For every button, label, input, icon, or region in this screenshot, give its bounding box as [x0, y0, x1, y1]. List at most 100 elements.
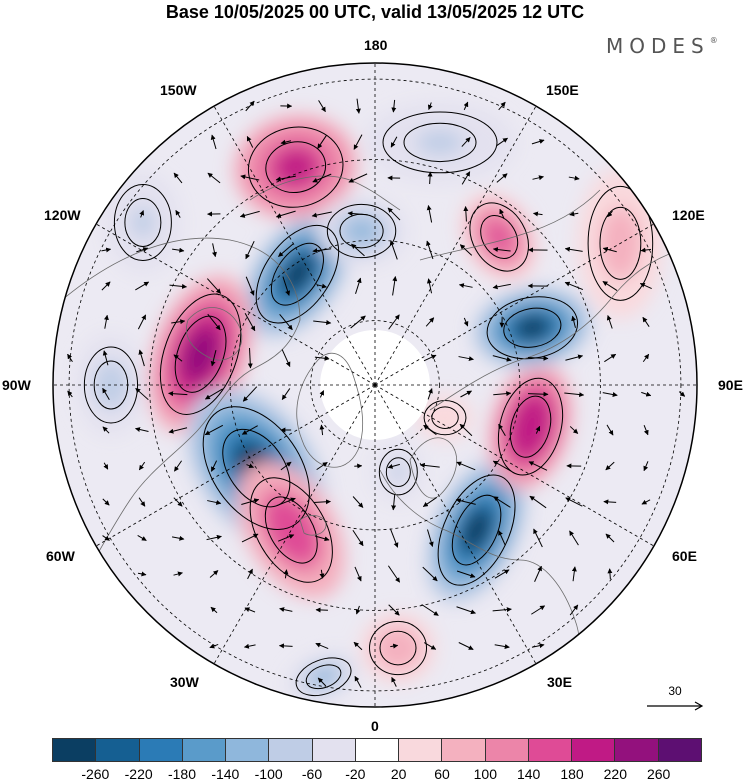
graticule: [53, 63, 697, 707]
wind-arrow: [527, 391, 549, 397]
wind-arrow: [391, 494, 397, 511]
wind-arrow: [535, 425, 541, 434]
wind-arrow: [240, 174, 260, 181]
wind-arrow: [278, 534, 295, 542]
anomaly-level: [275, 150, 316, 185]
contour-line: [369, 620, 428, 676]
wind-arrow: [241, 425, 258, 435]
colorbar-tick-label: 180: [560, 766, 584, 782]
wind-arrow: [458, 642, 474, 650]
contour-line: [326, 203, 397, 259]
wind-arrow: [427, 102, 433, 110]
wind-arrow: [281, 388, 291, 400]
wind-arrow: [355, 605, 361, 615]
lon-label-90e: 90E: [718, 377, 743, 393]
wind-arrow: [387, 463, 400, 469]
contour-line: [431, 406, 459, 429]
colorbar-tick-label: -100: [254, 766, 283, 782]
wind-arrow: [528, 355, 549, 361]
wind-arrow: [494, 644, 510, 649]
colorbar-tick-label: 100: [473, 766, 498, 782]
wind-arrow: [207, 500, 222, 505]
wind-arrow: [102, 498, 110, 506]
wind-arrow: [460, 390, 472, 398]
wind-arrow: [245, 240, 255, 260]
coast-scandinavia: [409, 437, 457, 499]
wind-arrow: [604, 353, 617, 363]
contour-line: [159, 293, 242, 415]
coast-north-america: [61, 237, 301, 581]
wind-arrow: [279, 313, 293, 331]
wind-arrow: [532, 175, 544, 181]
wind-arrow: [422, 497, 437, 507]
wind-arrow: [173, 172, 183, 184]
wind-arrow: [137, 571, 147, 577]
wind-arrow: [317, 135, 327, 149]
map-title: Base 10/05/2025 00 UTC, valid 13/05/2025…: [165, 2, 585, 22]
wind-arrow: [456, 461, 476, 471]
map-disc: [53, 63, 697, 707]
reference-vector-label: 30: [668, 684, 682, 698]
anomaly-150w: [243, 210, 352, 339]
colorbar-swatch: [139, 739, 183, 761]
wind-arrow: [102, 535, 110, 541]
wind-arrow: [168, 427, 188, 434]
wind-arrow: [605, 461, 615, 471]
wind-arrow: [354, 566, 362, 582]
wind-arrow: [602, 246, 617, 253]
wind-arrow: [137, 314, 147, 330]
wind-arrow: [425, 317, 435, 327]
colorbar-tick-label: 220: [603, 766, 628, 782]
wind-arrow: [639, 282, 652, 290]
contour-line: [174, 315, 227, 393]
colorbar-tick-label: 60: [434, 766, 450, 782]
wind-arrow: [316, 461, 328, 471]
wind-arrow: [529, 495, 547, 509]
wind-arrow: [354, 675, 362, 688]
wind-arrow: [390, 136, 398, 148]
contour-line: [509, 395, 552, 458]
wind-arrow: [319, 569, 325, 579]
wind-arrow: [565, 497, 583, 507]
wind-arrow: [423, 642, 437, 650]
wind-arrow: [569, 530, 579, 546]
wind-arrow: [245, 100, 255, 112]
wind-arrow: [492, 355, 512, 362]
wind-arrow: [564, 281, 584, 291]
lon-label-60w: 60W: [46, 548, 75, 564]
wind-arrow: [243, 643, 256, 649]
colorbar-swatch: [312, 739, 356, 761]
colorbar-swatch: [269, 739, 313, 761]
contour-line: [382, 111, 498, 174]
colorbar-tick-label: -140: [211, 766, 240, 782]
colorbar-tick-label: 20: [390, 766, 407, 782]
wind-arrow: [606, 424, 614, 436]
anomaly-level: [130, 206, 155, 239]
wind-arrow: [280, 461, 292, 471]
wind-arrow: [352, 530, 364, 547]
wind-arrow: [461, 171, 471, 185]
anomaly-level: [390, 462, 407, 482]
wind-arrow: [493, 496, 511, 508]
wind-arrow: [602, 281, 618, 291]
wind-arrow: [492, 460, 511, 472]
wind-arrow: [315, 642, 329, 650]
wind-arrow: [175, 209, 181, 218]
wind-arrow: [241, 533, 259, 543]
wind-arrow: [204, 424, 224, 436]
wind-arrow: [355, 277, 362, 294]
wind-arrow: [607, 568, 613, 580]
wind-arrow: [534, 565, 542, 582]
wind-arrow: [532, 211, 543, 217]
wind-arrow: [311, 211, 332, 218]
wind-arrow: [244, 607, 256, 613]
contour-line: [503, 307, 562, 348]
wind-arrow: [242, 386, 258, 402]
wind-arrow: [458, 283, 473, 289]
wind-arrow: [282, 276, 291, 296]
wind-arrow: [531, 605, 546, 615]
colorbar-swatch: [182, 739, 227, 761]
wind-arrow: [210, 460, 218, 472]
wind-arrow: [173, 460, 183, 472]
